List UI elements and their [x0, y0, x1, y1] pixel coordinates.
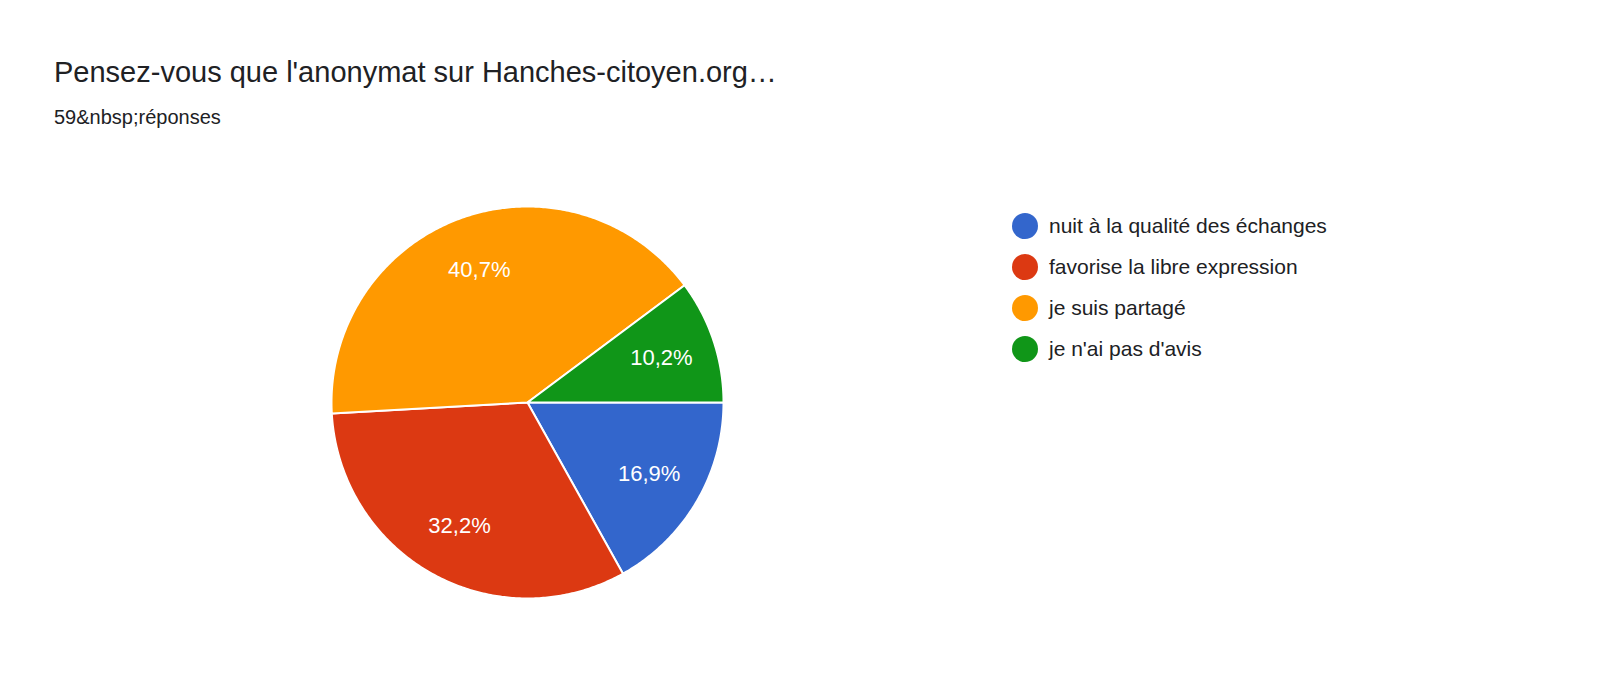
html-text:favorise la libre expression: favorise la libre expression	[1049, 254, 1298, 278]
html-text:je suis partagé: je suis partagé	[1049, 295, 1186, 319]
svg-text:16,9%: 16,9%	[618, 461, 680, 486]
svg-text:40,7%: 40,7%	[448, 257, 510, 282]
svg-text:32,2%: 32,2%	[428, 513, 490, 538]
html-text:je n'ai pas d'avis: je n'ai pas d'avis	[1049, 336, 1202, 360]
html-text:nuit à la qualité des échanges: nuit à la qualité des échanges	[1049, 213, 1327, 237]
svg-text:10,2%: 10,2%	[630, 345, 692, 370]
html-text:Pensez-vous que l'anonymat sur: Pensez-vous que l'anonymat sur Hanches-c…	[54, 56, 777, 88]
html-text:59&nbsp;réponses: 59&nbsp;réponses	[54, 106, 221, 128]
